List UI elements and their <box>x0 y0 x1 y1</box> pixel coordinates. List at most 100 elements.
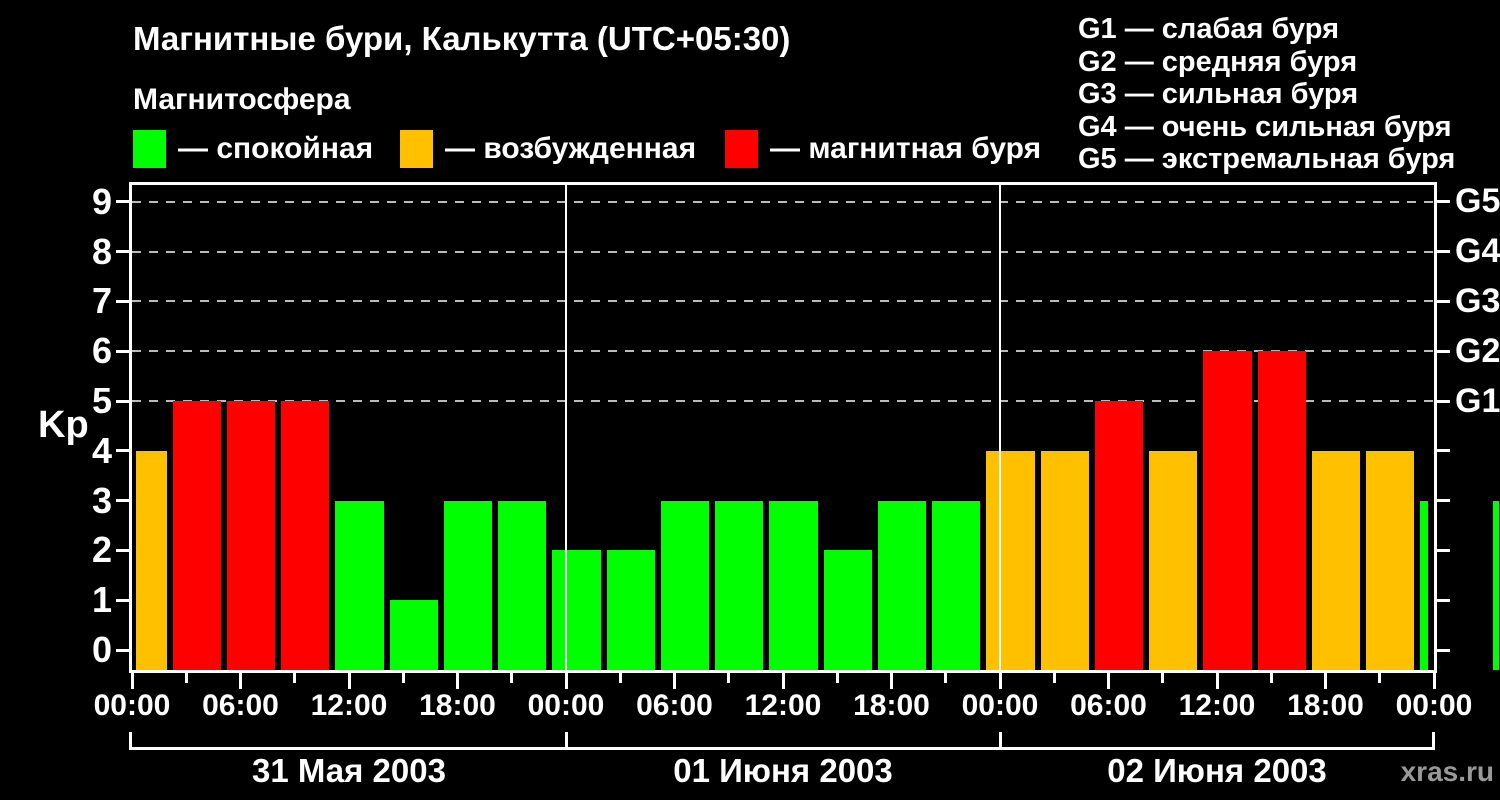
kp-bar <box>136 450 167 670</box>
kp-bar <box>443 500 493 670</box>
gridline-kp7 <box>132 300 1434 303</box>
x-axis-label: 06:00 <box>1070 689 1147 722</box>
x-axis-tick <box>130 673 134 689</box>
kp-bar <box>281 401 330 670</box>
right-axis-tick <box>1437 449 1450 453</box>
y-axis-tick <box>116 598 129 602</box>
x-axis-tick <box>998 673 1002 689</box>
kp-bar <box>877 500 927 670</box>
x-axis-tick <box>456 673 459 689</box>
kp-bar <box>1366 450 1415 670</box>
x-axis-tick <box>1161 673 1165 683</box>
x-axis-tick <box>890 673 893 689</box>
y-axis-tick <box>116 648 129 652</box>
y-axis-label: 9 <box>91 180 112 222</box>
y-axis-title: Kp <box>38 404 89 446</box>
g-scale-label: G5 <box>1455 182 1500 221</box>
kp-bar <box>389 600 438 670</box>
x-axis-tick <box>1215 673 1219 689</box>
kp-bar <box>1040 450 1089 670</box>
x-axis-tick <box>618 673 622 683</box>
date-label: 01 Июня 2003 <box>673 752 893 789</box>
x-axis-label: 12:00 <box>310 689 388 722</box>
y-axis-tick <box>116 299 129 303</box>
x-axis-tick <box>1052 673 1056 683</box>
kp-bar <box>986 450 1035 670</box>
x-axis-tick <box>239 673 242 689</box>
y-axis-label: 2 <box>91 529 112 571</box>
date-label: 31 Мая 2003 <box>252 752 446 789</box>
legend-label-storm: — магнитная буря <box>770 132 1042 165</box>
x-axis-label: 18:00 <box>853 689 930 722</box>
date-axis-tick <box>129 732 132 750</box>
day-separator <box>999 185 1001 670</box>
kp-bar <box>715 500 764 670</box>
right-axis-tick <box>1437 250 1450 254</box>
kp-bar <box>932 500 981 670</box>
date-axis-tick <box>998 732 1002 750</box>
kp-bar <box>769 500 818 670</box>
y-axis-label: 4 <box>91 429 112 471</box>
x-axis-tick <box>1269 673 1273 683</box>
watermark-xras: xras.ru <box>1400 756 1494 787</box>
y-axis-label: 0 <box>91 629 112 670</box>
kp-bar <box>335 500 384 670</box>
storm-swatch <box>725 130 758 168</box>
y-axis-tick <box>116 250 129 254</box>
y-axis-label: 5 <box>91 380 112 421</box>
gridline-kp9 <box>132 200 1434 203</box>
g-scale-label: G2 <box>1455 331 1500 370</box>
kp-bar <box>606 550 655 670</box>
y-axis-tick <box>116 349 129 353</box>
kp-bar <box>1492 500 1499 670</box>
x-axis-tick <box>673 673 676 689</box>
gridline-kp5 <box>132 400 1434 402</box>
x-axis-label: 06:00 <box>636 689 713 722</box>
gridline-kp8 <box>132 250 1434 253</box>
g-legend-line: G2 — средняя буря <box>1078 45 1358 78</box>
kp-bar <box>552 550 601 670</box>
right-axis-tick <box>1437 548 1450 552</box>
right-axis-tick <box>1437 200 1450 204</box>
x-axis-label: 00:00 <box>527 689 605 722</box>
x-axis-tick <box>184 673 188 683</box>
plot-frame <box>129 182 1437 673</box>
kp-bar <box>1257 351 1306 670</box>
g-scale-label: G4 <box>1455 232 1500 271</box>
y-axis-label: 6 <box>91 330 112 372</box>
date-axis-line <box>130 747 1435 750</box>
magnetosphere-legend-title: Магнитосфера <box>133 83 351 116</box>
legend-label-excited: — возбужденная <box>445 132 697 165</box>
x-axis-tick <box>944 673 948 683</box>
right-axis-tick <box>1437 349 1450 353</box>
legend-label-calm: — спокойная <box>178 132 374 165</box>
date-label: 02 Июня 2003 <box>1107 752 1327 789</box>
kp-bar <box>226 401 276 670</box>
x-axis-tick <box>564 673 568 689</box>
x-axis-label: 06:00 <box>202 689 279 722</box>
kp-bar <box>1311 450 1361 670</box>
x-axis-tick <box>510 673 514 683</box>
x-axis-tick <box>1324 673 1327 689</box>
gridline-kp6 <box>132 350 1434 353</box>
g-legend-line: G1 — слабая буря <box>1078 13 1340 45</box>
x-axis-label: 12:00 <box>1178 689 1256 722</box>
kp-bar <box>1203 351 1252 670</box>
kp-bar <box>823 550 872 670</box>
x-axis-tick <box>835 673 839 683</box>
right-axis-tick <box>1437 499 1450 503</box>
x-axis-label: 12:00 <box>744 689 822 722</box>
y-axis-tick <box>116 499 129 503</box>
y-axis-label: 1 <box>91 579 112 621</box>
x-axis-tick <box>401 673 405 683</box>
kp-bar <box>1149 450 1198 670</box>
kp-bar <box>1420 500 1428 670</box>
x-axis-label: 00:00 <box>961 689 1039 722</box>
x-axis-label: 18:00 <box>1287 689 1364 722</box>
y-axis-label: 7 <box>91 280 112 322</box>
x-axis-label: 18:00 <box>419 689 496 722</box>
right-axis-tick <box>1437 598 1450 602</box>
chart-title: Магнитные бури, Калькутта (UTC+05:30) <box>133 20 791 57</box>
g-scale-label: G1 <box>1455 381 1500 420</box>
